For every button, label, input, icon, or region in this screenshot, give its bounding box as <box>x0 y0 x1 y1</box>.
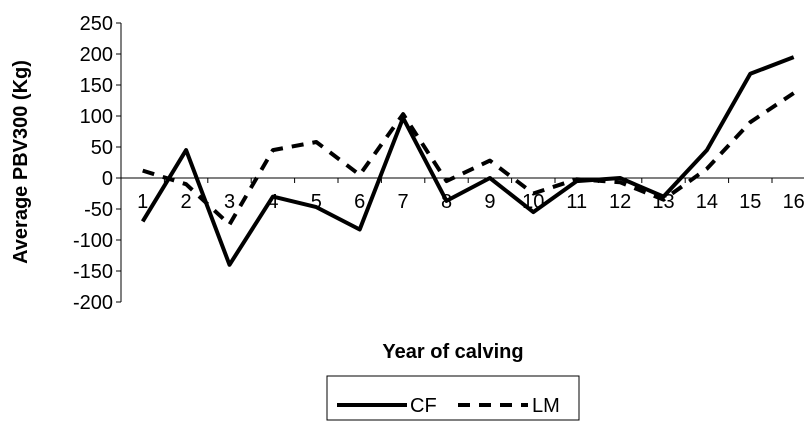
legend-label-cf: CF <box>410 395 437 417</box>
x-tick-label: 12 <box>609 191 631 213</box>
y-tick-label: -50 <box>84 199 113 221</box>
x-tick-label: 2 <box>181 191 192 213</box>
y-tick-label: 100 <box>80 106 113 128</box>
x-tick-label: 6 <box>354 191 365 213</box>
x-axis: 1 2 3 4 5 6 7 8 9 10 11 12 13 14 15 16 <box>120 177 804 213</box>
series-layer <box>140 55 795 267</box>
x-tick-label: 9 <box>484 191 495 213</box>
x-axis-title: Year of calving <box>382 341 523 363</box>
y-ticks: 250 200 150 100 50 0 -50 -100 -150 -200 <box>73 13 121 314</box>
series-line-lm <box>142 91 795 227</box>
y-tick-label: -200 <box>73 292 113 314</box>
x-tick-label: 11 <box>566 191 587 213</box>
y-tick-label: -150 <box>73 261 113 283</box>
x-tick-label: 7 <box>398 191 409 213</box>
y-tick-label: 200 <box>80 44 113 66</box>
y-tick-label: 50 <box>91 137 113 159</box>
x-tick-label: 4 <box>267 191 278 213</box>
x-tick-label: 3 <box>224 191 235 213</box>
y-axis: 250 200 150 100 50 0 -50 -100 -150 -200 <box>73 13 122 314</box>
x-tick-label: 15 <box>739 191 761 213</box>
x-tick-label: 16 <box>783 191 804 213</box>
legend: CF LM <box>326 375 580 421</box>
y-tick-label: 150 <box>80 75 113 97</box>
x-tick-label: 1 <box>137 191 148 213</box>
y-tick-label: 0 <box>102 168 113 190</box>
y-tick-label: 250 <box>80 13 113 35</box>
x-ticks: 1 2 3 4 5 6 7 8 9 10 11 12 13 14 15 16 <box>120 178 804 213</box>
x-tick-label: 5 <box>311 191 322 213</box>
legend-box <box>326 375 580 421</box>
y-tick-label: -100 <box>73 230 113 252</box>
legend-label-lm: LM <box>532 395 560 417</box>
x-tick-label: 14 <box>696 191 718 213</box>
series-line-cf <box>140 55 795 267</box>
y-axis-title: Average PBV300 (Kg) <box>10 60 32 264</box>
